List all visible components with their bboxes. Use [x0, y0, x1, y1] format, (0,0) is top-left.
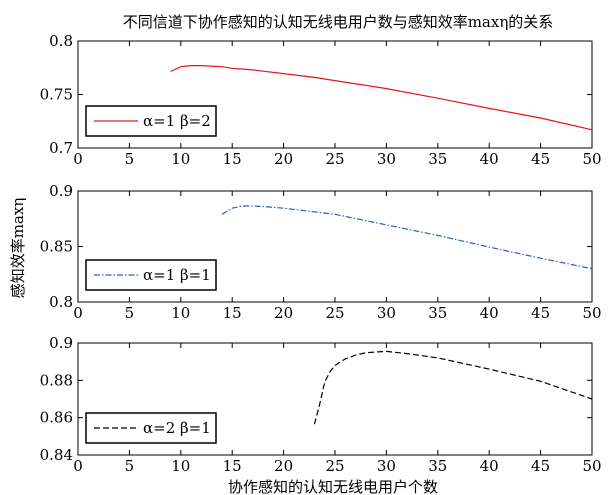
y-tick-label: 0.8 [49, 32, 73, 50]
panel-1: 0 5 10 15 20 25 30 35 40 45 50 0.7 0.75 0.8 α=1 β=2 [40, 32, 602, 168]
x-tick-label: 10 [171, 150, 190, 168]
x-tick-label: 35 [428, 457, 447, 475]
y-tick-label: 0.86 [40, 409, 73, 427]
x-tick-label: 45 [531, 457, 550, 475]
x-axis-title: 协作感知的认知无线电用户个数 [228, 478, 438, 495]
x-tick-label: 50 [582, 457, 601, 475]
x-tick-label: 35 [428, 150, 447, 168]
x-tick-label: 20 [274, 457, 293, 475]
x-tick-label: 50 [582, 304, 601, 322]
x-tick-label: 10 [171, 457, 190, 475]
x-tick-label: 5 [125, 304, 135, 322]
x-tick-label: 40 [480, 457, 499, 475]
y-tick-label: 0.9 [49, 334, 73, 352]
x-tick-label: 0 [73, 457, 83, 475]
x-tick-label: 0 [73, 304, 83, 322]
y-tick-label: 0.7 [49, 139, 73, 157]
legend-label: α=1 β=1 [143, 266, 211, 284]
legend-label: α=2 β=1 [143, 419, 211, 437]
x-tick-label: 25 [325, 457, 344, 475]
x-tick-label: 30 [377, 150, 396, 168]
x-tick-label: 0 [73, 150, 83, 168]
chart-title: 不同信道下协作感知的认知无线电用户数与感知效率maxη的关系 [123, 13, 554, 31]
x-tick-label: 15 [223, 304, 242, 322]
x-tick-label: 40 [480, 304, 499, 322]
x-tick-label: 45 [531, 150, 550, 168]
x-tick-label: 5 [125, 457, 135, 475]
y-tick-label: 0.75 [40, 86, 73, 104]
y-tick-label: 0.88 [40, 371, 73, 389]
y-tick-label: 0.85 [40, 238, 73, 256]
x-tick-label: 20 [274, 304, 293, 322]
x-tick-label: 30 [377, 457, 396, 475]
x-tick-label: 10 [171, 304, 190, 322]
series-line [313, 350, 593, 425]
x-tick-label: 15 [223, 150, 242, 168]
series-line [221, 205, 593, 270]
x-tick-label: 5 [125, 150, 135, 168]
x-tick-label: 20 [274, 150, 293, 168]
legend-label: α=1 β=2 [143, 112, 211, 130]
y-tick-label: 0.9 [49, 182, 73, 200]
panel-3: 0 5 10 15 20 25 30 35 40 45 50 0.84 0.86 0.88 0.9 α=2 β… [40, 334, 602, 475]
panel-2: 0 5 10 15 20 25 30 35 40 45 50 0.8 0.85 0.9 α=1 β=1 [40, 182, 602, 322]
x-tick-label: 15 [223, 457, 242, 475]
x-tick-label: 45 [531, 304, 550, 322]
x-tick-label: 25 [325, 304, 344, 322]
x-tick-label: 40 [480, 150, 499, 168]
x-tick-label: 35 [428, 304, 447, 322]
x-tick-label: 50 [582, 150, 601, 168]
series-line [170, 65, 593, 131]
x-tick-label: 30 [377, 304, 396, 322]
y-tick-label: 0.84 [40, 446, 73, 464]
y-tick-label: 0.8 [49, 293, 73, 311]
y-axis-title: 感知效率maxη [9, 198, 27, 299]
x-tick-label: 25 [325, 150, 344, 168]
